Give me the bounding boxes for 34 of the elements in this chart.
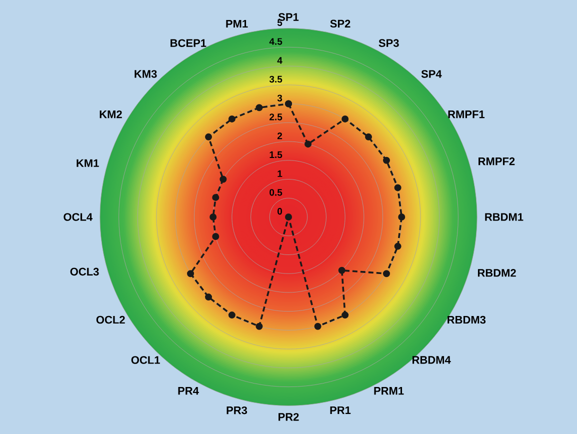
spoke-label: KM3 xyxy=(134,70,157,78)
spoke-label: RMPF1 xyxy=(448,110,485,118)
spoke-label: RBDM3 xyxy=(448,316,486,324)
y-tick-label: 0 xyxy=(277,208,282,215)
spoke-label: SP4 xyxy=(421,70,442,78)
spoke-label: PR4 xyxy=(178,387,199,395)
spoke-label: OCL4 xyxy=(64,213,93,221)
spoke-label: PR1 xyxy=(330,406,351,414)
spoke-label: PRM1 xyxy=(374,387,404,395)
spoke-label: KM2 xyxy=(100,110,122,118)
y-tick-label: 3.5 xyxy=(269,76,282,83)
spoke-label: RBDM2 xyxy=(478,269,516,277)
spoke-label: KM1 xyxy=(76,159,99,167)
spoke-label: RBDM1 xyxy=(485,213,524,221)
y-tick-label: 0.5 xyxy=(270,189,282,196)
spoke-label: OCL3 xyxy=(70,268,99,276)
y-tick-label: 1.5 xyxy=(270,151,282,158)
y-tick-label: 4.5 xyxy=(269,38,282,45)
spoke-label: OCL2 xyxy=(96,316,125,324)
spoke-label: RMPF2 xyxy=(478,157,515,166)
spoke-label: SP1 xyxy=(278,13,299,21)
spoke-label: SP2 xyxy=(330,20,350,28)
spoke-label: RBDM4 xyxy=(412,356,451,364)
spoke-label: BCEP1 xyxy=(170,39,206,47)
spoke-label: SP3 xyxy=(378,39,399,47)
y-tick-label: 2.5 xyxy=(270,114,282,120)
y-tick-label: 4 xyxy=(277,57,282,64)
y-tick-label: 2 xyxy=(277,132,282,140)
y-tick-label: 3 xyxy=(277,94,282,102)
spoke-label: PR3 xyxy=(226,406,248,414)
spoke-label: PR2 xyxy=(278,413,299,421)
spoke-label: OCL1 xyxy=(131,356,160,364)
spoke-label: PM1 xyxy=(226,20,248,28)
y-tick-label: 1 xyxy=(278,170,282,177)
